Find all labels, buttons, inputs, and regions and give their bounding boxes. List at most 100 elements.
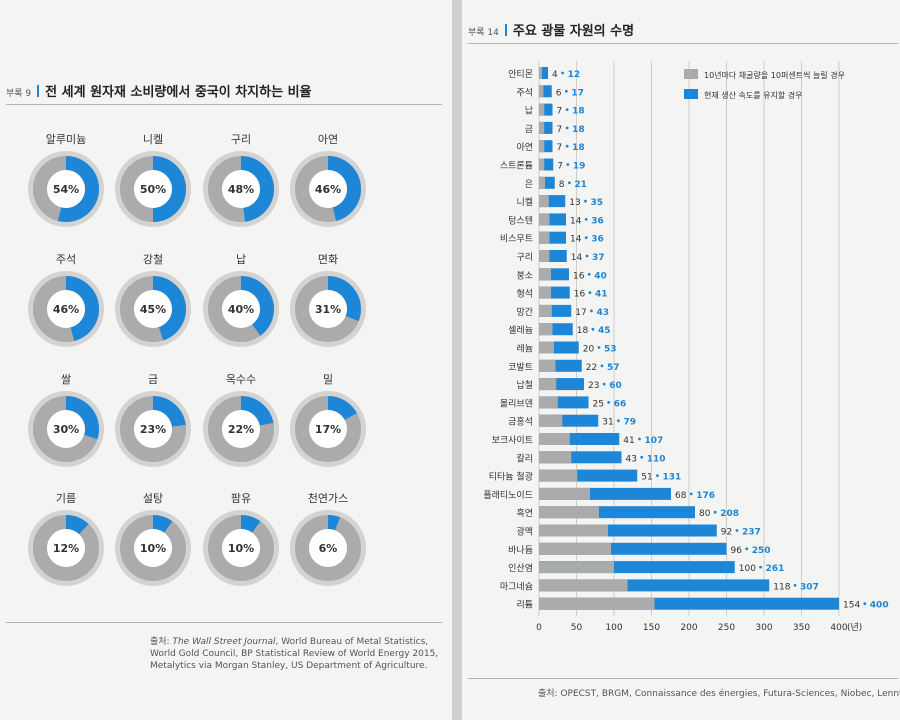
- donut-7: 31%: [290, 271, 366, 347]
- donut-hole: [47, 290, 85, 328]
- x-tick-label: 300: [755, 623, 772, 633]
- category-label-15: 레늄: [516, 344, 533, 355]
- donut-0: 54%: [28, 151, 104, 227]
- category-label-20: 보크사이트: [492, 435, 533, 446]
- value-separator-dot: [565, 144, 569, 148]
- x-tick-label: 400: [830, 623, 847, 633]
- donut-10: 22%: [203, 391, 279, 467]
- value-separator-dot: [584, 199, 587, 203]
- donut-value-label-12: 12%: [53, 542, 79, 555]
- value-separator-dot: [640, 455, 644, 459]
- donut-9: 23%: [115, 391, 191, 467]
- category-label-6: 은: [525, 179, 533, 190]
- source-line-3: Metalytics via Morgan Stanley, US Depart…: [150, 661, 428, 671]
- value-separator-dot: [587, 272, 591, 276]
- category-label-10: 구리: [516, 252, 533, 263]
- appendix-tag: 부록 14: [468, 28, 499, 38]
- donut-hole: [222, 290, 260, 328]
- bar-growth-17: [539, 378, 557, 391]
- value-label-current-15: 53: [604, 345, 617, 355]
- bar-growth-11: [539, 268, 551, 281]
- value-label-current-2: 18: [572, 107, 585, 117]
- value-label-growth-28: 118: [773, 582, 790, 592]
- value-separator-dot: [638, 437, 641, 441]
- donut-label-6: 납: [235, 253, 247, 266]
- value-label-current-13: 43: [596, 308, 609, 318]
- value-label-current-27: 261: [766, 564, 785, 574]
- value-label-current-12: 41: [595, 290, 608, 300]
- category-label-16: 코발트: [508, 362, 533, 373]
- donut-slice-12: [65, 515, 89, 535]
- value-label-current-20: 107: [644, 436, 663, 446]
- donut-label-2: 구리: [230, 133, 252, 146]
- bar-growth-13: [539, 304, 552, 317]
- footer-divider: [468, 678, 898, 679]
- donut-label-5: 강철: [142, 253, 164, 266]
- value-separator-dot: [591, 327, 595, 331]
- value-label-current-23: 176: [696, 491, 715, 501]
- category-label-5: 스트론튬: [500, 161, 533, 172]
- bar-growth-22: [539, 469, 578, 482]
- x-tick-label: 200: [680, 623, 697, 633]
- value-separator-dot: [689, 492, 693, 496]
- bar-growth-18: [539, 396, 558, 409]
- page-title: 주요 광물 자원의 수명: [512, 24, 635, 39]
- donut-2: 48%: [203, 151, 279, 227]
- value-separator-dot: [863, 602, 867, 606]
- donut-label-11: 밀: [322, 373, 334, 386]
- value-label-current-10: 37: [592, 253, 605, 263]
- value-label-growth-11: 16: [573, 271, 585, 281]
- bar-growth-10: [539, 250, 550, 262]
- category-label-1: 주석: [516, 87, 533, 98]
- bar-chart: 0 50 100 150 200 250 300 350 400 (년)10년마다 채굴량을 10…: [483, 61, 889, 633]
- legend-label-0: 10년마다 채굴량을 10퍼센트씩 늘릴 경우: [704, 70, 845, 80]
- value-separator-dot: [597, 346, 601, 349]
- donut-12: 12%: [28, 510, 104, 586]
- value-label-current-24: 208: [720, 509, 739, 519]
- bar-growth-28: [539, 579, 628, 592]
- left-header: 부록 9 전 세계 원자재 소비량에서 중국이 차지하는 비율: [6, 81, 312, 100]
- value-label-current-6: 21: [574, 180, 587, 190]
- category-label-14: 셀레늄: [508, 325, 533, 336]
- donut-slice-10: [240, 396, 274, 426]
- donut-hole: [134, 529, 172, 567]
- donut-slice-15: [327, 515, 341, 531]
- footer-divider: [6, 622, 442, 623]
- value-label-current-1: 17: [571, 88, 584, 98]
- bar-current-3: [539, 121, 553, 134]
- category-label-29: 리튬: [516, 600, 533, 611]
- category-label-18: 몰리브덴: [500, 398, 533, 409]
- bar-growth-16: [539, 359, 556, 372]
- donut-slice-13: [152, 515, 173, 533]
- value-label-growth-21: 43: [626, 454, 637, 464]
- bar-growth-29: [539, 597, 655, 610]
- donut-label-12: 기름: [55, 492, 77, 505]
- value-label-growth-4: 7: [557, 143, 563, 153]
- value-label-growth-27: 100: [739, 564, 756, 574]
- category-label-7: 니켈: [516, 196, 533, 208]
- header-accent-bar: [37, 85, 40, 97]
- bar-growth-8: [539, 213, 550, 226]
- donut-value-label-11: 17%: [315, 423, 341, 436]
- value-separator-dot: [793, 584, 797, 587]
- donut-slice-2: [240, 156, 274, 222]
- donut-value-label-6: 40%: [228, 303, 254, 316]
- value-separator-dot: [713, 510, 717, 514]
- value-label-current-8: 36: [591, 216, 604, 226]
- bar-growth-0: [539, 67, 542, 79]
- bar-growth-12: [539, 286, 551, 299]
- value-label-growth-20: 41: [623, 436, 634, 446]
- category-label-25: 광맥: [516, 526, 533, 538]
- bar-growth-3: [539, 121, 545, 134]
- value-label-growth-25: 92: [721, 528, 732, 538]
- page-title: 전 세계 원자재 소비량에서 중국이 차지하는 비율: [45, 85, 312, 100]
- category-label-27: 인산염: [508, 563, 533, 574]
- value-separator-dot: [735, 529, 739, 532]
- value-label-current-16: 57: [607, 363, 620, 373]
- category-label-3: 금: [525, 124, 533, 135]
- bar-growth-4: [539, 140, 545, 153]
- value-label-growth-7: 13: [569, 198, 580, 208]
- donut-hole: [309, 170, 347, 208]
- value-label-growth-2: 7: [557, 107, 563, 117]
- left-page: 부록 9 전 세계 원자재 소비량에서 중국이 차지하는 비율 알루미늄 54% 니켈…: [0, 0, 452, 720]
